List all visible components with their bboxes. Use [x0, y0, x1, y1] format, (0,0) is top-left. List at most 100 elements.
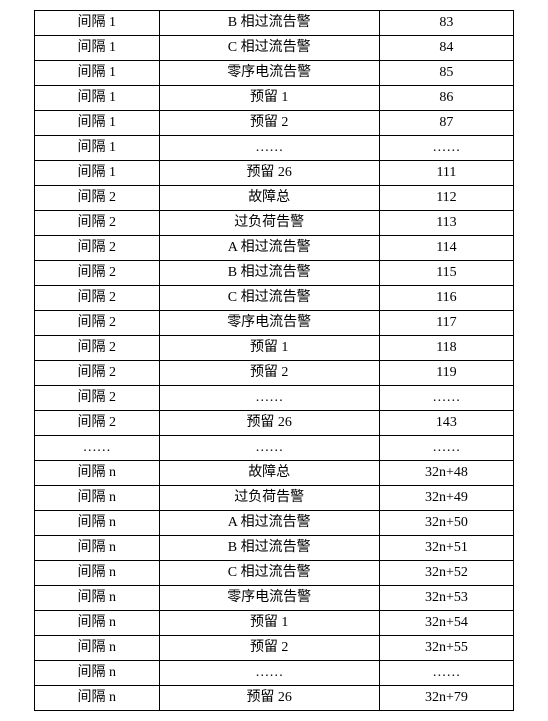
cell-col2: C 相过流告警	[159, 286, 379, 311]
cell-col3: ……	[379, 661, 513, 686]
cell-col1: 间隔 1	[35, 11, 160, 36]
table-row: 间隔 1预留 287	[35, 111, 514, 136]
cell-col3: 117	[379, 311, 513, 336]
cell-col3: 32n+51	[379, 536, 513, 561]
cell-col1: 间隔 n	[35, 461, 160, 486]
table-row: 间隔 1B 相过流告警83	[35, 11, 514, 36]
cell-col2: A 相过流告警	[159, 236, 379, 261]
table-row: 间隔 2预留 1118	[35, 336, 514, 361]
cell-col1: 间隔 2	[35, 386, 160, 411]
cell-col1: 间隔 n	[35, 636, 160, 661]
table-container: 间隔 1B 相过流告警83 间隔 1C 相过流告警84 间隔 1零序电流告警85…	[34, 10, 514, 711]
table-row: 间隔 nB 相过流告警32n+51	[35, 536, 514, 561]
table-body: 间隔 1B 相过流告警83 间隔 1C 相过流告警84 间隔 1零序电流告警85…	[35, 11, 514, 711]
cell-col2: 预留 26	[159, 161, 379, 186]
cell-col2: ……	[159, 386, 379, 411]
cell-col1: 间隔 2	[35, 286, 160, 311]
cell-col3: 111	[379, 161, 513, 186]
cell-col3: ……	[379, 136, 513, 161]
table-row: 间隔 2零序电流告警117	[35, 311, 514, 336]
cell-col2: ……	[159, 136, 379, 161]
cell-col1: 间隔 n	[35, 536, 160, 561]
cell-col3: 32n+79	[379, 686, 513, 711]
cell-col2: 过负荷告警	[159, 486, 379, 511]
table-row: 间隔 2…………	[35, 386, 514, 411]
table-row: 间隔 1预留 26111	[35, 161, 514, 186]
cell-col1: 间隔 n	[35, 586, 160, 611]
cell-col1: 间隔 n	[35, 661, 160, 686]
cell-col3: 32n+50	[379, 511, 513, 536]
cell-col1: 间隔 2	[35, 411, 160, 436]
cell-col1: 间隔 n	[35, 511, 160, 536]
cell-col1: 间隔 1	[35, 36, 160, 61]
table-row: 间隔 2A 相过流告警114	[35, 236, 514, 261]
cell-col3: 32n+53	[379, 586, 513, 611]
cell-col2: C 相过流告警	[159, 36, 379, 61]
cell-col2: 预留 26	[159, 686, 379, 711]
cell-col1: 间隔 2	[35, 261, 160, 286]
cell-col3: 84	[379, 36, 513, 61]
cell-col1: 间隔 2	[35, 311, 160, 336]
table-row: 间隔 2故障总112	[35, 186, 514, 211]
table-row: 间隔 1C 相过流告警84	[35, 36, 514, 61]
cell-col2: 故障总	[159, 461, 379, 486]
cell-col1: 间隔 2	[35, 236, 160, 261]
table-row: 间隔 1零序电流告警85	[35, 61, 514, 86]
table-row: 间隔 2预留 26143	[35, 411, 514, 436]
cell-col3: 85	[379, 61, 513, 86]
cell-col3: 143	[379, 411, 513, 436]
cell-col2: B 相过流告警	[159, 11, 379, 36]
cell-col1: 间隔 1	[35, 86, 160, 111]
table-row: 间隔 2预留 2119	[35, 361, 514, 386]
cell-col1: 间隔 2	[35, 186, 160, 211]
cell-col1: 间隔 n	[35, 486, 160, 511]
table-row: 间隔 2过负荷告警113	[35, 211, 514, 236]
cell-col1: 间隔 1	[35, 136, 160, 161]
table-row: 间隔 n零序电流告警32n+53	[35, 586, 514, 611]
cell-col2: 预留 1	[159, 336, 379, 361]
cell-col3: 115	[379, 261, 513, 286]
cell-col3: 114	[379, 236, 513, 261]
table-row: 间隔 n预留 232n+55	[35, 636, 514, 661]
cell-col2: 零序电流告警	[159, 586, 379, 611]
cell-col2: ……	[159, 661, 379, 686]
cell-col3: 116	[379, 286, 513, 311]
cell-col1: ……	[35, 436, 160, 461]
cell-col3: 32n+48	[379, 461, 513, 486]
table-row: 间隔 n预留 2632n+79	[35, 686, 514, 711]
cell-col1: 间隔 1	[35, 161, 160, 186]
table-row: ………………	[35, 436, 514, 461]
table-row: 间隔 nC 相过流告警32n+52	[35, 561, 514, 586]
cell-col3: 118	[379, 336, 513, 361]
cell-col2: 预留 2	[159, 636, 379, 661]
table-row: 间隔 n过负荷告警32n+49	[35, 486, 514, 511]
cell-col3: 87	[379, 111, 513, 136]
cell-col2: 过负荷告警	[159, 211, 379, 236]
cell-col2: 预留 26	[159, 411, 379, 436]
cell-col2: 零序电流告警	[159, 311, 379, 336]
cell-col1: 间隔 1	[35, 111, 160, 136]
cell-col2: 预留 1	[159, 611, 379, 636]
cell-col2: B 相过流告警	[159, 536, 379, 561]
cell-col2: ……	[159, 436, 379, 461]
cell-col2: 故障总	[159, 186, 379, 211]
table-row: 间隔 1预留 186	[35, 86, 514, 111]
cell-col3: 32n+49	[379, 486, 513, 511]
cell-col3: 86	[379, 86, 513, 111]
cell-col1: 间隔 2	[35, 336, 160, 361]
table-row: 间隔 2C 相过流告警116	[35, 286, 514, 311]
cell-col1: 间隔 n	[35, 686, 160, 711]
table-row: 间隔 nA 相过流告警32n+50	[35, 511, 514, 536]
cell-col2: 预留 1	[159, 86, 379, 111]
table-row: 间隔 n…………	[35, 661, 514, 686]
cell-col2: 零序电流告警	[159, 61, 379, 86]
table-row: 间隔 n预留 132n+54	[35, 611, 514, 636]
table-row: 间隔 n故障总32n+48	[35, 461, 514, 486]
table-row: 间隔 1…………	[35, 136, 514, 161]
cell-col1: 间隔 n	[35, 561, 160, 586]
cell-col1: 间隔 2	[35, 361, 160, 386]
cell-col3: 119	[379, 361, 513, 386]
cell-col2: 预留 2	[159, 361, 379, 386]
cell-col3: 32n+52	[379, 561, 513, 586]
data-table: 间隔 1B 相过流告警83 间隔 1C 相过流告警84 间隔 1零序电流告警85…	[34, 10, 514, 711]
